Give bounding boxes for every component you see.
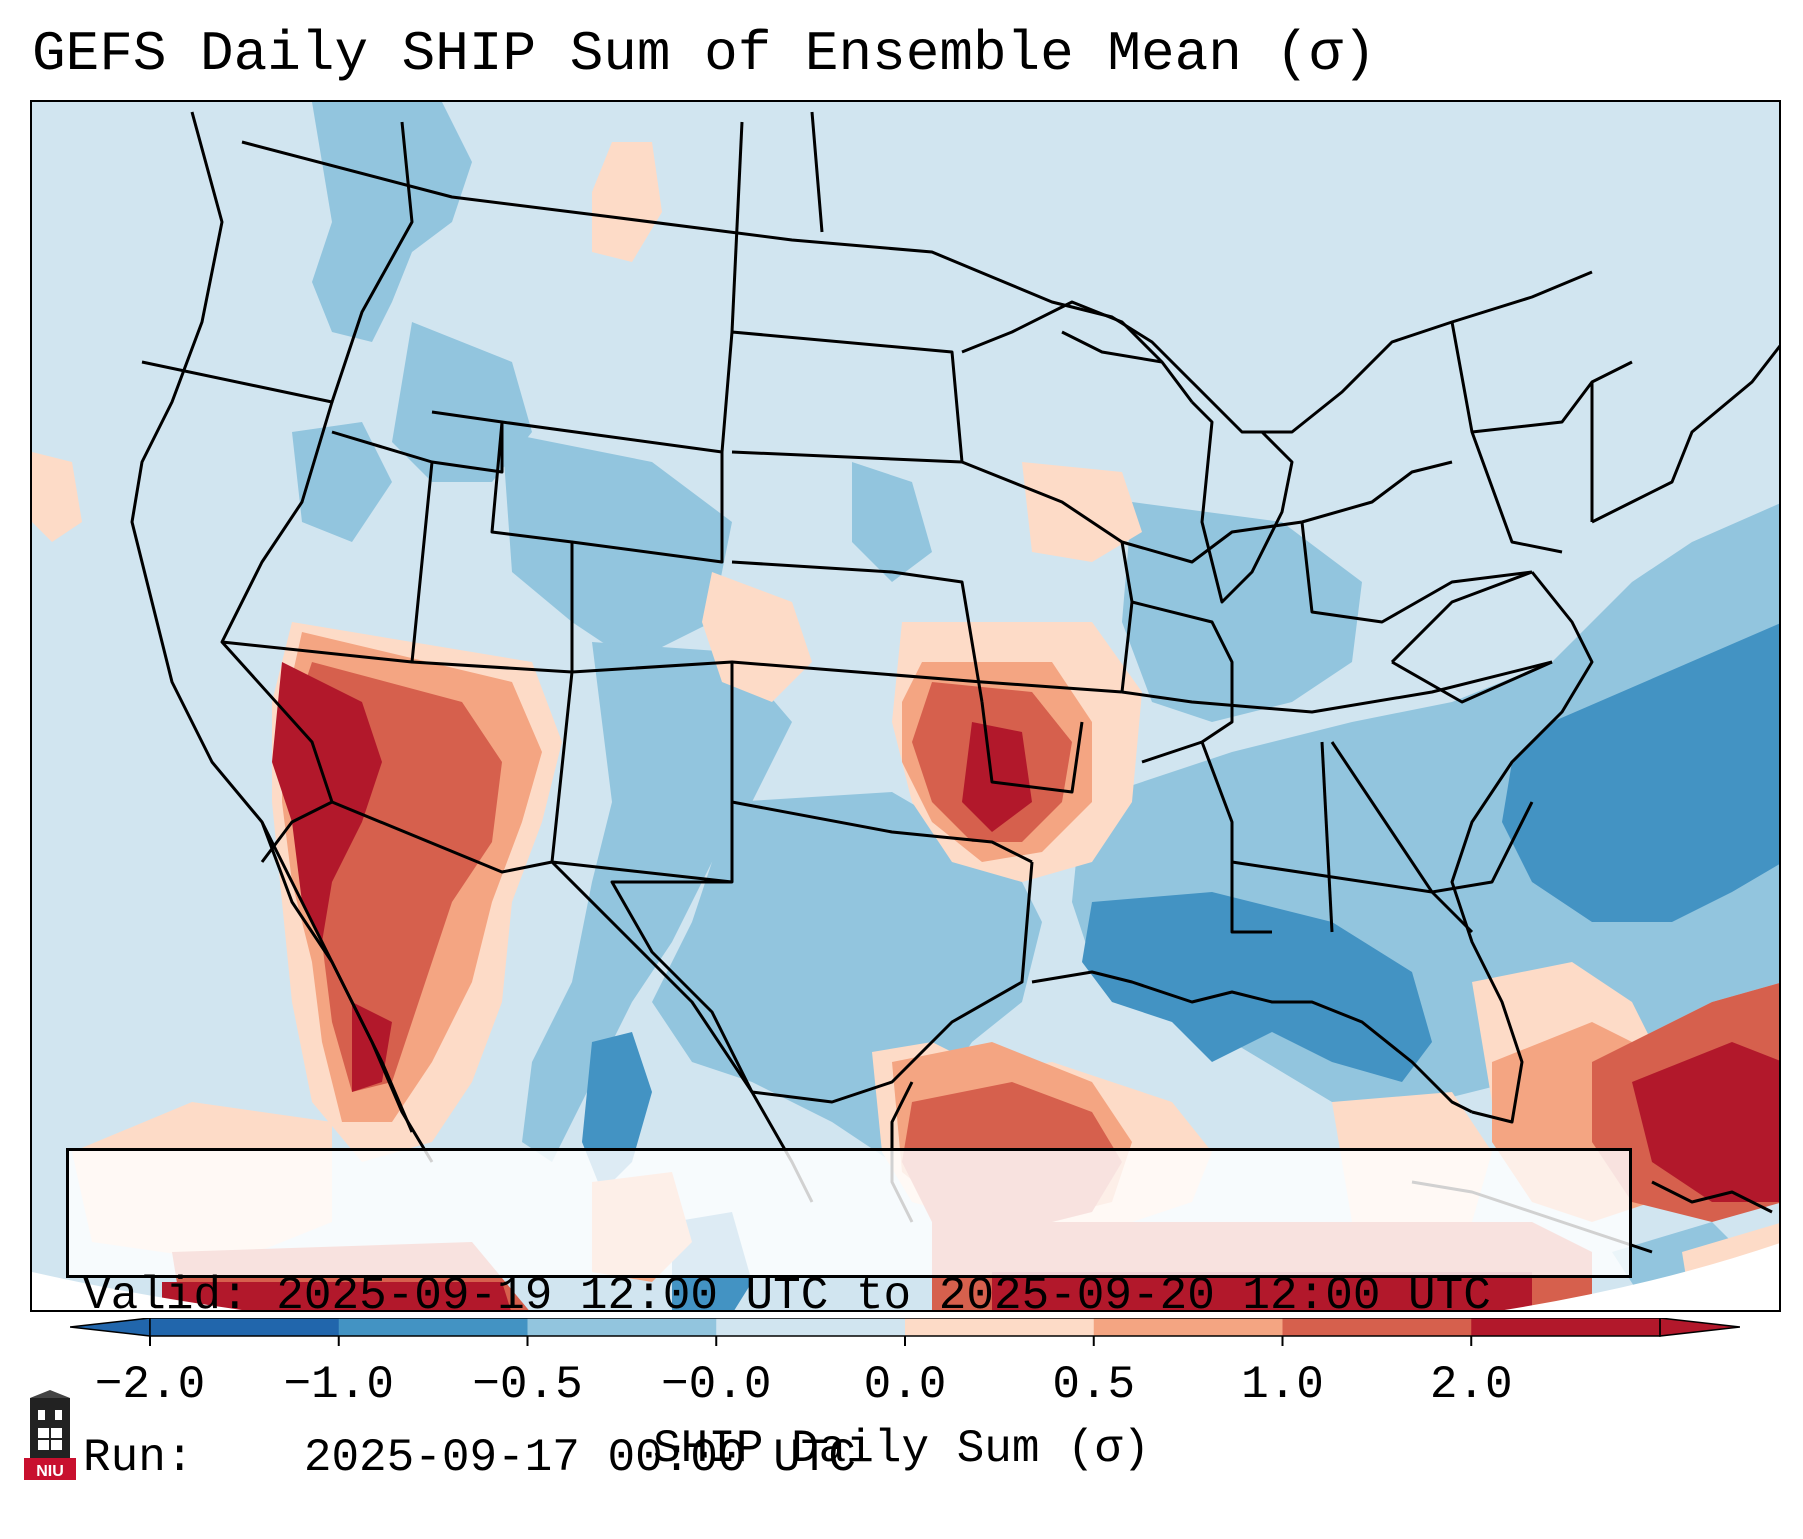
colorbar-label: SHIP Daily Sum (σ) [653, 1423, 1150, 1475]
colorbar-tick-label: −0.0 [661, 1359, 772, 1411]
colorbar-tick-label: −2.0 [94, 1359, 206, 1411]
colorbar-segment [1093, 1318, 1283, 1336]
valid-label: Valid: [83, 1270, 249, 1322]
niu-logo: NIU [24, 1390, 76, 1480]
map-panel [30, 100, 1781, 1312]
colorbar-tick-label: 2.0 [1429, 1359, 1513, 1411]
ship-field-map [32, 102, 1779, 1310]
colorbar [70, 1318, 1740, 1346]
run-label: Run: [83, 1432, 194, 1484]
colorbar-tick-label: −0.5 [472, 1359, 583, 1411]
logo-text: NIU [36, 1463, 64, 1480]
colorbar-tick-label: 0.5 [1052, 1359, 1136, 1411]
colorbar-extend-min [70, 1318, 151, 1337]
colorbar-segment [338, 1318, 528, 1336]
colorbar-segment [1471, 1318, 1661, 1336]
colorbar-tick-label: 1.0 [1241, 1359, 1324, 1411]
colorbar-segment [527, 1318, 717, 1336]
field-band-gt2 [162, 662, 1779, 1310]
projection-edge [32, 1243, 1779, 1310]
state-boundaries [130, 111, 1779, 1254]
run-value: 2025-09-17 00:00 UTC [303, 1432, 856, 1484]
run-row: Run: 2025-09-17 00:00 UTC [83, 1431, 1615, 1485]
colorbar-segment [150, 1318, 340, 1336]
colorbar-extend-max [1659, 1318, 1740, 1337]
colorbar-tick-label: −1.0 [283, 1359, 394, 1411]
valid-run-info-box: Valid: 2025-09-19 12:00 UTC to 2025-09-2… [66, 1148, 1632, 1484]
chart-title: GEFS Daily SHIP Sum of Ensemble Mean (σ) [32, 22, 1377, 86]
valid-value: 2025-09-19 12:00 UTC to 2025-09-20 12:00… [276, 1270, 1491, 1322]
colorbar-tick-label: 0.0 [863, 1359, 947, 1411]
colorbar-segment [905, 1318, 1095, 1336]
valid-row: Valid: 2025-09-19 12:00 UTC to 2025-09-2… [83, 1269, 1615, 1323]
colorbar-segment [1282, 1318, 1472, 1336]
colorbar-segment [716, 1318, 906, 1336]
